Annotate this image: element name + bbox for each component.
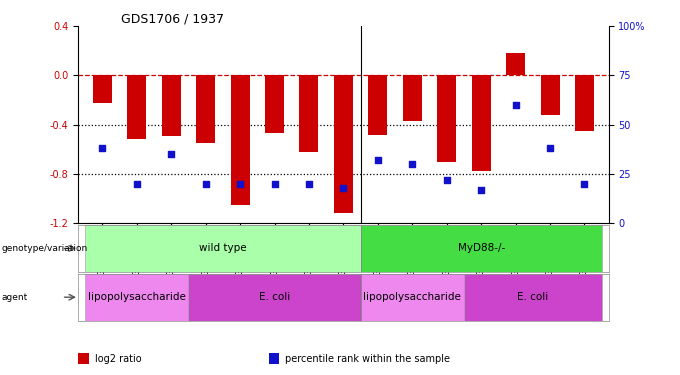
Point (579, 181, 590, 187)
Bar (85, 274, 188, 321)
Bar (464, 274, 602, 321)
Point (97, 146, 107, 152)
Bar (188, 274, 360, 321)
Bar (506, 53, 525, 75)
Bar (541, 75, 560, 115)
Bar (162, 75, 181, 136)
Bar (360, 225, 602, 272)
Bar (265, 75, 284, 133)
Point (441, 177, 452, 183)
Text: percentile rank within the sample: percentile rank within the sample (285, 354, 450, 364)
Bar (93, 75, 112, 102)
Text: GDS1706 / 1937: GDS1706 / 1937 (120, 12, 224, 25)
Text: genotype/variation: genotype/variation (1, 244, 88, 253)
Text: lipopolysaccharide: lipopolysaccharide (363, 292, 461, 302)
Bar (196, 75, 215, 143)
Point (407, 161, 418, 167)
Point (338, 185, 349, 190)
Text: log2 ratio: log2 ratio (95, 354, 141, 364)
Bar (472, 75, 491, 171)
Bar (231, 75, 250, 205)
Point (200, 181, 211, 187)
Bar (575, 75, 594, 131)
Point (131, 181, 142, 187)
Bar (403, 75, 422, 121)
Point (269, 181, 280, 187)
Text: wild type: wild type (199, 243, 247, 254)
Bar (334, 75, 353, 213)
Point (235, 181, 245, 187)
Point (373, 157, 384, 163)
Text: E. coli: E. coli (517, 292, 549, 302)
Point (303, 181, 314, 187)
Text: agent: agent (1, 292, 28, 302)
Bar (369, 75, 388, 135)
Point (476, 187, 487, 193)
Point (166, 151, 177, 157)
Text: lipopolysaccharide: lipopolysaccharide (88, 292, 186, 302)
Bar (85, 225, 360, 272)
Text: MyD88-/-: MyD88-/- (458, 243, 505, 254)
Point (545, 146, 556, 152)
Bar (299, 75, 318, 152)
Bar (127, 75, 146, 140)
Bar (360, 274, 464, 321)
Bar (437, 75, 456, 162)
Text: E. coli: E. coli (259, 292, 290, 302)
Point (510, 102, 521, 108)
